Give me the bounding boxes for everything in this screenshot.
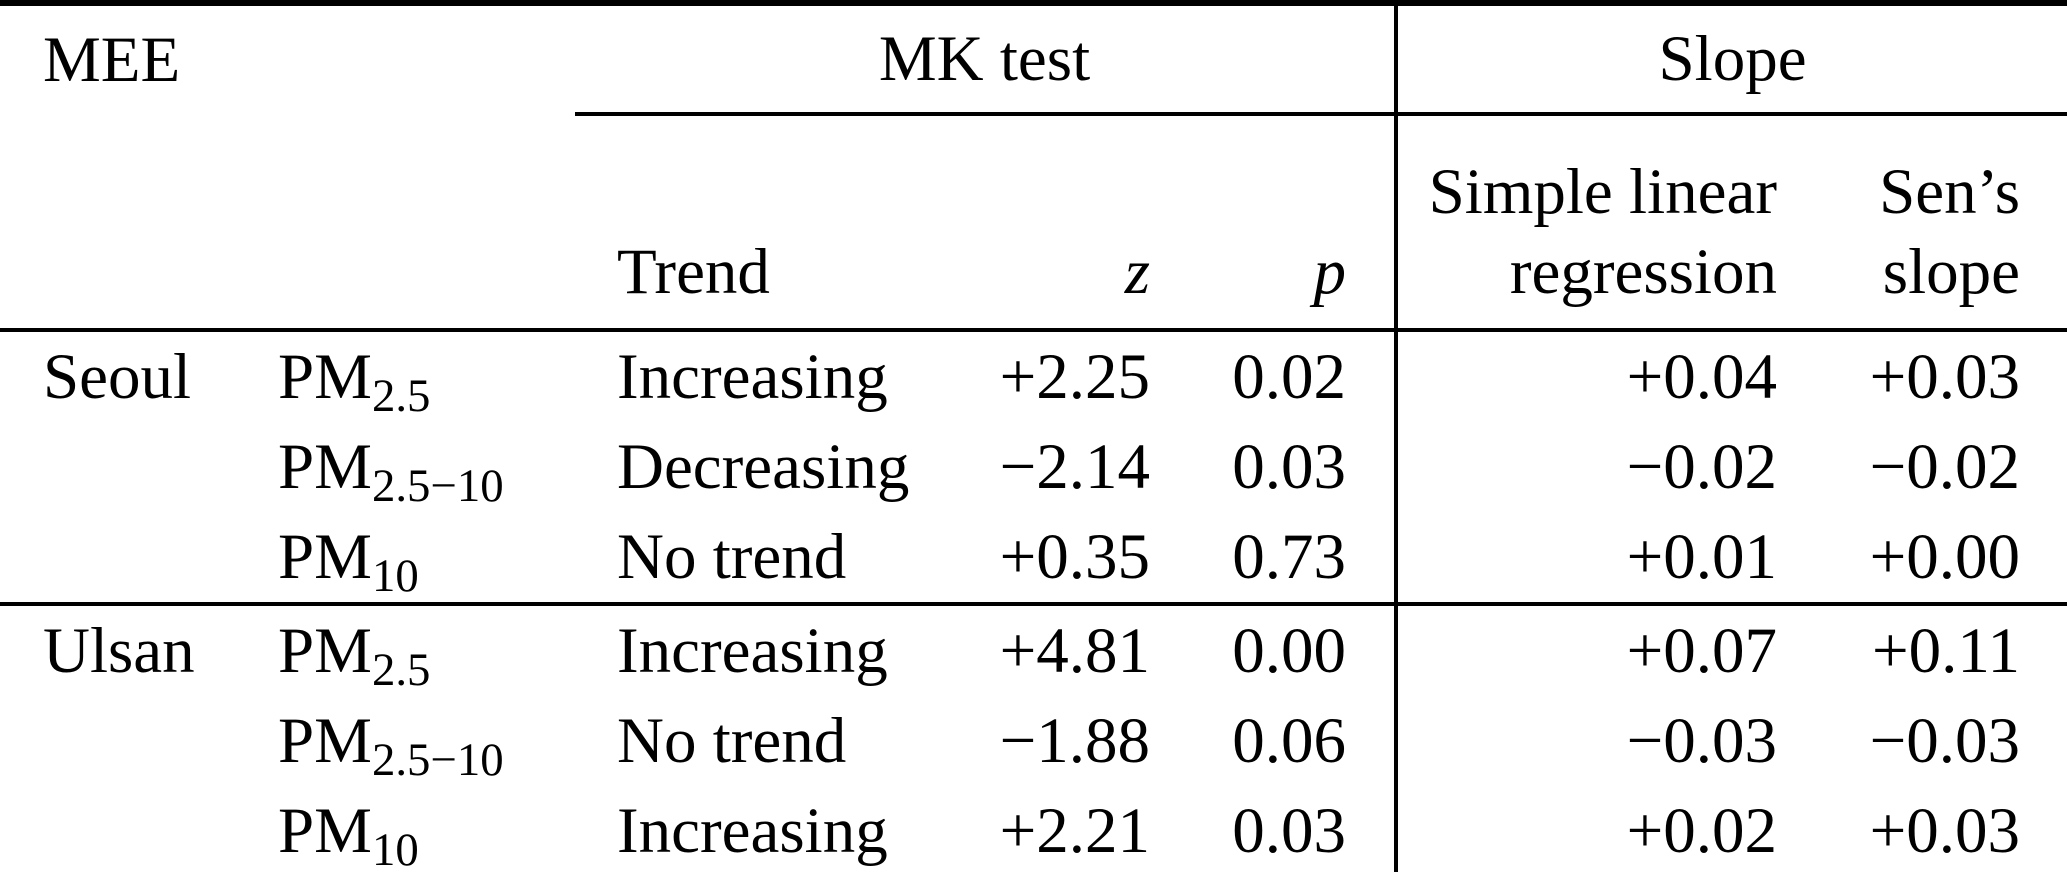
pollutant-subscript: 10 [371,549,419,602]
cell-z: +4.81 [935,602,1150,696]
cell-p: 0.03 [1232,794,1347,867]
pollutant-base: PM [278,520,372,593]
cell-sens-slope: +0.03 [1869,340,2021,413]
cell-pollutant: PM2.5−10 [235,696,575,786]
header-spacer-city [0,114,235,332]
cell-z: +2.25 [999,340,1150,413]
cell-trend: No trend [617,704,847,777]
pollutant-subscript: 2.5 [371,369,431,422]
cell-simple-linear-regression: +0.01 [1394,512,1821,604]
header-z: z [935,114,1150,332]
cell-z: +2.21 [999,794,1150,867]
header-p: p [1150,114,1397,332]
cell-p: 0.73 [1232,520,1347,593]
cell-p: 0.00 [1150,602,1397,696]
cell-pollutant: PM10 [235,786,575,872]
header-simple-linear-line2: regression [1509,236,1778,308]
header-trend: Trend [575,114,935,332]
cell-trend: Increasing [575,602,935,696]
pollutant-base: PM [278,340,372,413]
pollutant-base: PM [278,704,372,777]
cell-sens-slope: −0.02 [1869,430,2021,503]
cell-city: Ulsan [0,602,235,696]
cell-pollutant: PM2.5 [235,602,575,696]
cell-city [0,696,235,786]
header-sens-line1: Sen’s [1879,156,2021,228]
table-row-seoul-pm25-10: PM2.5−10 Decreasing −2.14 0.03 −0.02 −0.… [0,422,2067,512]
cell-simple-linear-regression: −0.03 [1394,696,1821,786]
cell-sens-slope: −0.03 [1869,704,2021,777]
z-symbol: z [1124,236,1150,308]
cell-sens-slope: +0.00 [1869,520,2021,593]
cell-p: 0.06 [1232,704,1347,777]
cell-city [0,512,235,604]
cell-trend: Increasing [617,340,888,413]
pollutant-subscript: 2.5 [371,643,431,696]
cell-trend: Decreasing [617,430,910,503]
table-row-seoul-pm25: Seoul PM2.5 Increasing +2.25 0.02 +0.04 … [0,330,2067,422]
cell-simple-linear-regression: −0.02 [1394,422,1821,512]
cell-pollutant: PM2.5 [235,330,575,422]
header-sens-slope: Sen’s slope [1820,114,2067,332]
cell-city [0,786,235,872]
pollutant-subscript: 10 [371,823,419,872]
cell-z: −2.14 [999,430,1150,503]
cell-trend: No trend [617,520,847,593]
cell-z: −1.88 [999,704,1150,777]
cell-city: Seoul [43,340,192,413]
cell-pollutant: PM10 [235,512,575,604]
cell-sens-slope: +0.11 [1820,602,2067,696]
header-mee: MEE [43,23,181,96]
header-simple-linear-line1: Simple linear [1428,156,1778,228]
pollutant-base: PM [278,614,372,687]
cell-simple-linear-regression: +0.04 [1394,330,1821,422]
cell-p: 0.03 [1232,430,1347,503]
pollutant-subscript: 2.5−10 [371,733,504,786]
cell-sens-slope: +0.03 [1869,794,2021,867]
table-row-ulsan-pm25-10: PM2.5−10 No trend −1.88 0.06 −0.03 −0.03 [0,696,2067,786]
cell-simple-linear-regression: +0.02 [1394,786,1821,872]
cell-simple-linear-regression: +0.07 [1394,602,1821,696]
cell-p: 0.02 [1232,340,1347,413]
pollutant-subscript: 2.5−10 [371,459,504,512]
pollutant-base: PM [278,430,372,503]
cell-z: +0.35 [999,520,1150,593]
cell-pollutant: PM2.5−10 [235,422,575,512]
header-slope: Slope [1394,3,2067,116]
header-simple-linear-regression: Simple linear regression [1394,114,1821,332]
table-row-seoul-pm10: PM10 No trend +0.35 0.73 +0.01 +0.00 [0,512,2067,604]
pollutant-base: PM [278,794,372,867]
table-row-ulsan-pm25: Ulsan PM2.5 Increasing +4.81 0.00 +0.07 … [0,602,2067,696]
table-row-ulsan-pm10: PM10 Increasing +2.21 0.03 +0.02 +0.03 [0,786,2067,872]
p-symbol: p [1313,236,1347,308]
group-header-row: MEE MK test Slope [0,3,2067,116]
header-spacer-pollutant [235,114,575,332]
header-sens-line2: slope [1882,236,2021,308]
cell-city [0,422,235,512]
cell-trend: Increasing [617,794,888,867]
header-mk-test: MK test [575,3,1397,116]
column-header-row: Trend z p Simple linear regression Sen’s… [0,114,2067,332]
